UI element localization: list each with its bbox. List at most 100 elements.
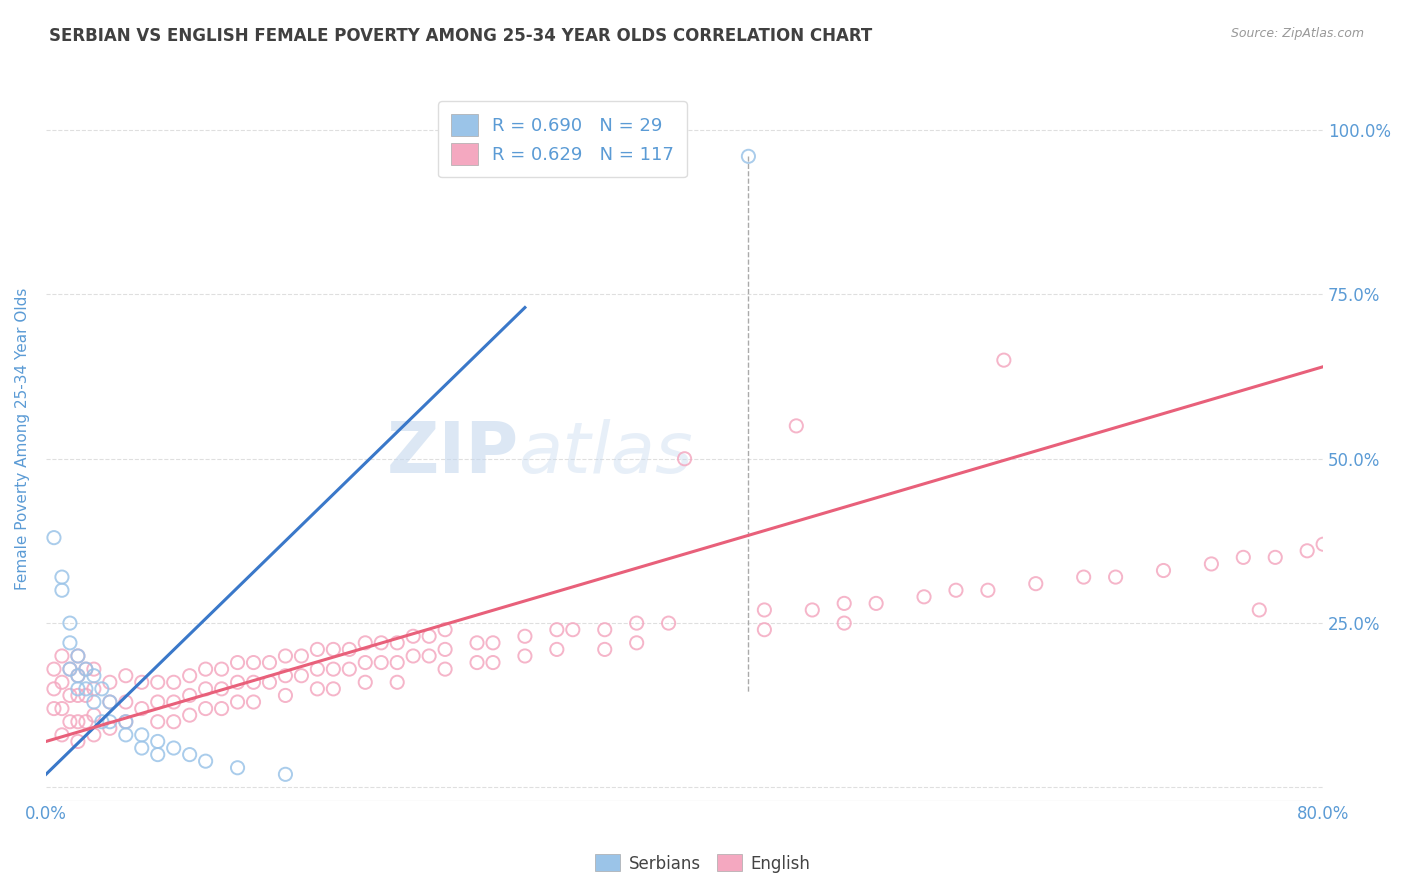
Point — [59, 616, 82, 631]
Point — [945, 583, 967, 598]
Point — [385, 675, 408, 690]
Point — [737, 149, 759, 163]
Point — [98, 695, 121, 709]
Point — [370, 636, 392, 650]
Point — [418, 629, 440, 643]
Point — [418, 648, 440, 663]
Point — [75, 714, 97, 729]
Point — [307, 681, 329, 696]
Point — [163, 714, 186, 729]
Point — [307, 642, 329, 657]
Point — [832, 596, 855, 610]
Point — [131, 741, 153, 756]
Point — [785, 418, 807, 433]
Point — [354, 675, 377, 690]
Text: Source: ZipAtlas.com: Source: ZipAtlas.com — [1230, 27, 1364, 40]
Point — [465, 656, 488, 670]
Point — [832, 616, 855, 631]
Point — [274, 767, 297, 781]
Point — [465, 636, 488, 650]
Point — [1025, 576, 1047, 591]
Point — [194, 662, 217, 676]
Point — [274, 669, 297, 683]
Point — [354, 636, 377, 650]
Point — [66, 648, 89, 663]
Point — [513, 629, 536, 643]
Point — [42, 531, 65, 545]
Point — [801, 603, 824, 617]
Point — [42, 681, 65, 696]
Point — [146, 675, 169, 690]
Point — [211, 681, 233, 696]
Point — [83, 681, 105, 696]
Point — [226, 656, 249, 670]
Text: atlas: atlas — [519, 419, 693, 488]
Text: ZIP: ZIP — [387, 419, 519, 488]
Point — [337, 642, 360, 657]
Point — [146, 734, 169, 748]
Point — [179, 708, 201, 723]
Point — [211, 701, 233, 715]
Point — [242, 656, 264, 670]
Point — [98, 714, 121, 729]
Point — [1249, 603, 1271, 617]
Point — [131, 675, 153, 690]
Point — [42, 701, 65, 715]
Point — [322, 642, 344, 657]
Point — [194, 681, 217, 696]
Point — [179, 669, 201, 683]
Point — [593, 642, 616, 657]
Point — [434, 642, 457, 657]
Point — [513, 648, 536, 663]
Point — [83, 662, 105, 676]
Legend: R = 0.690   N = 29, R = 0.629   N = 117: R = 0.690 N = 29, R = 0.629 N = 117 — [439, 101, 686, 178]
Point — [1296, 543, 1319, 558]
Point — [83, 728, 105, 742]
Point — [385, 656, 408, 670]
Point — [66, 669, 89, 683]
Point — [1312, 537, 1334, 551]
Point — [226, 675, 249, 690]
Point — [434, 662, 457, 676]
Point — [194, 701, 217, 715]
Point — [98, 721, 121, 735]
Point — [114, 728, 136, 742]
Point — [402, 629, 425, 643]
Point — [307, 662, 329, 676]
Point — [114, 669, 136, 683]
Point — [977, 583, 1000, 598]
Point — [90, 714, 112, 729]
Point — [211, 662, 233, 676]
Point — [434, 623, 457, 637]
Point — [259, 675, 281, 690]
Point — [66, 681, 89, 696]
Point — [146, 747, 169, 762]
Point — [114, 714, 136, 729]
Point — [658, 616, 681, 631]
Point — [83, 669, 105, 683]
Point — [66, 714, 89, 729]
Point — [146, 714, 169, 729]
Point — [1153, 564, 1175, 578]
Point — [179, 747, 201, 762]
Point — [370, 656, 392, 670]
Point — [59, 636, 82, 650]
Point — [226, 761, 249, 775]
Point — [226, 695, 249, 709]
Point — [242, 675, 264, 690]
Point — [98, 695, 121, 709]
Point — [1104, 570, 1126, 584]
Point — [912, 590, 935, 604]
Point — [322, 662, 344, 676]
Point — [194, 754, 217, 768]
Point — [1232, 550, 1254, 565]
Point — [754, 623, 776, 637]
Point — [59, 662, 82, 676]
Point — [51, 675, 73, 690]
Point — [75, 681, 97, 696]
Point — [163, 695, 186, 709]
Point — [1264, 550, 1286, 565]
Point — [51, 701, 73, 715]
Point — [66, 669, 89, 683]
Point — [865, 596, 887, 610]
